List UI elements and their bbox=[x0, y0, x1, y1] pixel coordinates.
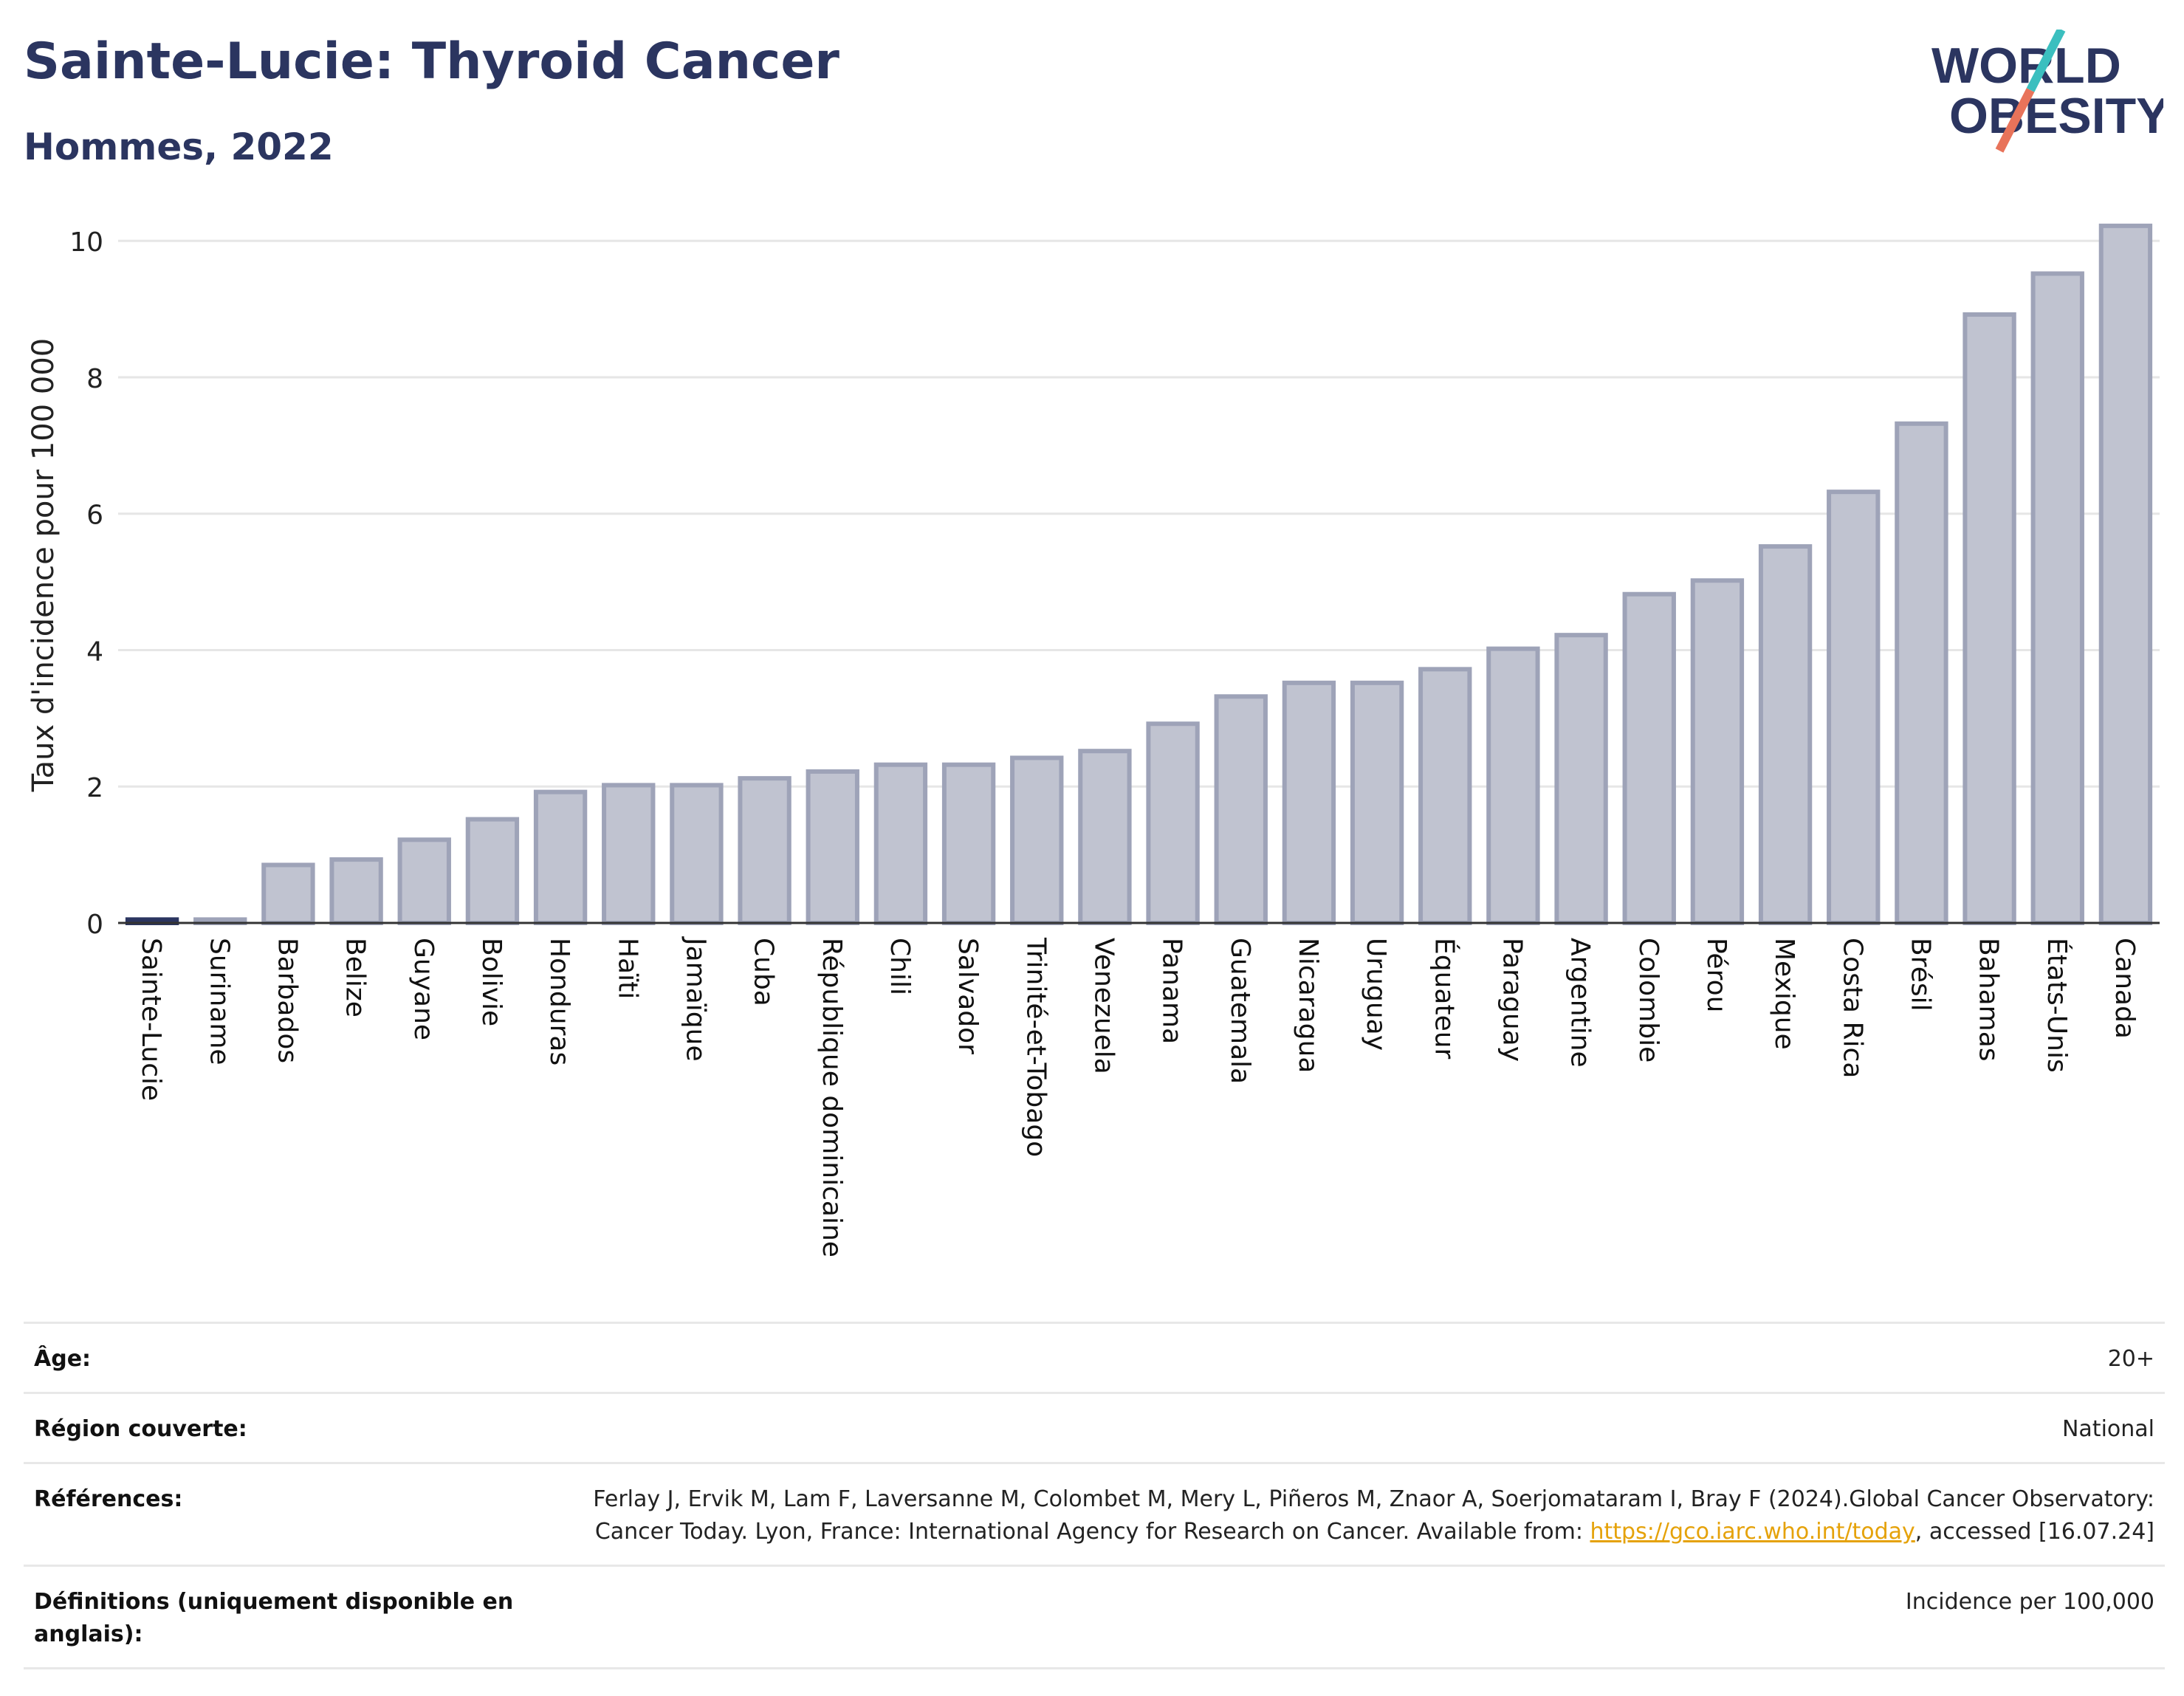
bar bbox=[941, 762, 996, 925]
bar bbox=[1350, 680, 1404, 925]
bar bbox=[1078, 749, 1132, 926]
region-label: Région couverte: bbox=[34, 1416, 247, 1442]
bar bbox=[1690, 578, 1745, 925]
references-label: Références: bbox=[34, 1486, 183, 1512]
logo-text-world: WORLD bbox=[1931, 38, 2121, 94]
bar bbox=[670, 783, 724, 926]
info-row-age: Âge: 20+ bbox=[24, 1322, 2165, 1392]
bar bbox=[602, 783, 656, 926]
bar bbox=[1214, 694, 1268, 925]
x-tick-label: Canada bbox=[2109, 938, 2140, 1039]
world-obesity-logo: WORLD OBESITY bbox=[1931, 30, 2163, 153]
x-tick-label: Trinité-et-Tobago bbox=[1020, 937, 1051, 1157]
x-tick-label: Panama bbox=[1157, 938, 1187, 1044]
page-subtitle: Hommes, 2022 bbox=[24, 126, 334, 168]
bar bbox=[1010, 755, 1064, 926]
logo-slash-teal bbox=[2026, 30, 2066, 92]
x-tick-label: Guatemala bbox=[1225, 938, 1255, 1084]
bar-chart: 0 2 4 6 8 10 Taux d'incidence pour 100 000 Sain… bbox=[27, 223, 2160, 1257]
bar bbox=[1282, 680, 1336, 925]
bar bbox=[738, 776, 791, 925]
y-axis-label: Taux d'incidence pour 100 000 bbox=[27, 338, 61, 792]
x-tick-label: Jamaïque bbox=[680, 936, 710, 1062]
bar bbox=[329, 857, 383, 925]
y-tick-label: 2 bbox=[86, 773, 103, 803]
bar bbox=[2030, 271, 2084, 925]
region-value: National bbox=[2061, 1416, 2154, 1442]
x-tick-label: Équateur bbox=[1429, 938, 1460, 1060]
bar bbox=[1827, 490, 1881, 925]
x-tick-label: République dominicaine bbox=[817, 938, 847, 1257]
bar bbox=[873, 762, 928, 925]
x-tick-label: Honduras bbox=[544, 938, 574, 1065]
x-tick-label: Venezuela bbox=[1088, 938, 1119, 1074]
x-tick-label: Salvador bbox=[952, 938, 983, 1054]
bar bbox=[397, 837, 451, 926]
y-tick-label: 8 bbox=[86, 364, 103, 394]
y-tick-label: 4 bbox=[86, 636, 103, 667]
x-tick-label: États-Unis bbox=[2042, 938, 2073, 1073]
bar bbox=[1962, 312, 2016, 925]
x-tick-label: Cuba bbox=[749, 938, 779, 1006]
logo-slash-coral bbox=[1995, 88, 2035, 153]
x-tick-label: Pérou bbox=[1701, 938, 1731, 1012]
x-tick-label: Uruguay bbox=[1361, 938, 1391, 1051]
x-tick-label: Sainte-Lucie bbox=[136, 938, 166, 1101]
logo-text-obesity: OBESITY bbox=[1949, 88, 2163, 144]
bar bbox=[1758, 544, 1813, 925]
bar bbox=[1418, 667, 1472, 925]
bar bbox=[261, 862, 315, 926]
definitions-label: Définitions (uniquement disponible en an… bbox=[34, 1589, 514, 1647]
y-tick-label: 10 bbox=[69, 227, 103, 258]
page-title: Sainte-Lucie: Thyroid Cancer bbox=[24, 32, 839, 91]
x-tick-label: Haïti bbox=[612, 938, 642, 999]
bar bbox=[1895, 421, 1948, 925]
references-tail: , accessed [16.07.24] bbox=[1915, 1519, 2154, 1545]
bar bbox=[1146, 721, 1200, 925]
x-tick-label: Costa Rica bbox=[1837, 938, 1867, 1078]
info-table: Âge: 20+ Région couverte: National Référ… bbox=[24, 1322, 2165, 1669]
x-tick-label: Argentine bbox=[1565, 938, 1596, 1068]
x-tick-label: Suriname bbox=[204, 938, 234, 1065]
x-tick-label: Guyane bbox=[408, 938, 439, 1040]
info-row-definitions: Définitions (uniquement disponible en an… bbox=[24, 1565, 2165, 1669]
x-tick-label: Belize bbox=[340, 938, 371, 1017]
y-tick-label: 0 bbox=[86, 910, 103, 940]
x-tick-label: Mexique bbox=[1769, 938, 1799, 1050]
bar bbox=[533, 789, 588, 925]
bar bbox=[806, 769, 859, 926]
x-tick-label: Paraguay bbox=[1497, 938, 1527, 1062]
x-tick-label: Brésil bbox=[1905, 938, 1935, 1012]
y-tick-label: 6 bbox=[86, 501, 103, 531]
info-row-region: Région couverte: National bbox=[24, 1392, 2165, 1462]
x-tick-label: Chili bbox=[885, 938, 915, 995]
x-tick-label: Nicaragua bbox=[1293, 938, 1323, 1073]
bar bbox=[1554, 633, 1608, 926]
x-tick-label: Bolivie bbox=[476, 938, 506, 1026]
references-link[interactable]: https://gco.iarc.who.int/today bbox=[1590, 1519, 1915, 1545]
age-value: 20+ bbox=[2107, 1346, 2154, 1372]
x-tick-label: Bahamas bbox=[1974, 938, 2004, 1062]
x-tick-label: Colombie bbox=[1633, 938, 1663, 1062]
bar bbox=[1622, 591, 1676, 925]
definitions-value: Incidence per 100,000 bbox=[1905, 1589, 2154, 1615]
references-value: Ferlay J, Ervik M, Lam F, Laversanne M, … bbox=[567, 1483, 2154, 1548]
bar bbox=[465, 817, 520, 925]
bar bbox=[2098, 223, 2153, 926]
references-text: Ferlay J, Ervik M, Lam F, Laversanne M, … bbox=[593, 1486, 2154, 1545]
bar bbox=[1486, 646, 1540, 926]
info-row-references: Références: Ferlay J, Ervik M, Lam F, La… bbox=[24, 1462, 2165, 1565]
x-tick-label: Barbados bbox=[272, 938, 302, 1063]
age-label: Âge: bbox=[34, 1346, 92, 1372]
